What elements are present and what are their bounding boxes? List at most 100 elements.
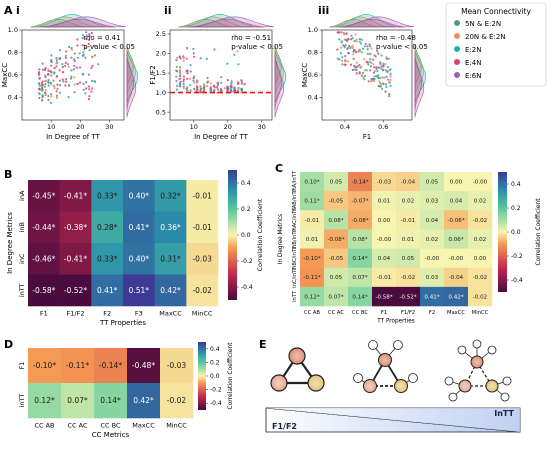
scatter-point [178, 66, 182, 69]
scatter-point [355, 72, 358, 75]
scatter-point [381, 87, 384, 90]
heatmap-cell-value: 0.00 [474, 256, 487, 262]
heatmap-cell-value: -0.01 [192, 223, 212, 232]
legend-item-label: 5N & E:2N [465, 20, 501, 28]
y-axis-label: MaxCC [1, 63, 9, 87]
right-density-curve [274, 57, 285, 118]
scatter-point [236, 50, 239, 53]
scatter-point [178, 78, 181, 81]
scatter-point [55, 57, 58, 60]
scatter-point [185, 69, 188, 72]
scatter-point [366, 48, 369, 51]
scatter-point [389, 75, 392, 78]
scatter-point [84, 46, 88, 49]
scatter-points [37, 31, 100, 104]
scatter-point [352, 53, 355, 56]
panel-letter-d: D [4, 338, 13, 351]
scatter-point [56, 87, 59, 90]
legend-swatch [454, 20, 460, 26]
heatmap-cell [28, 274, 60, 307]
x-tick-label: 30 [105, 123, 113, 131]
heatmap-cell-value: -0.52* [64, 286, 87, 295]
scatter-point [199, 57, 202, 60]
scatter-point [199, 85, 202, 88]
scatter-point [339, 51, 342, 55]
scatter-point [179, 80, 182, 83]
scatter-points [175, 47, 246, 94]
heatmap-cell-value: -0.00 [473, 180, 488, 186]
heatmap-cell [324, 172, 349, 192]
scatter-point [369, 58, 372, 61]
heatmap-cell [420, 286, 445, 307]
scatter-point [372, 58, 375, 61]
heatmap-cell [444, 286, 469, 307]
x-axis-label: CC Metrics [92, 431, 130, 439]
scatter-point [55, 94, 59, 97]
x-tick-label: 30 [258, 123, 266, 131]
scatter-point [37, 71, 41, 74]
scatter-point [76, 44, 79, 47]
colorbar-tick-label: -0.4 [210, 400, 222, 407]
scatter-point [44, 93, 47, 97]
panel-letter-a: A [4, 4, 13, 17]
scatter-point [82, 53, 85, 56]
heatmap-cell [396, 191, 421, 211]
scatter-point [85, 81, 88, 84]
scatter-point [213, 84, 216, 88]
column-label: F3 [135, 310, 143, 318]
scatter-point [97, 63, 100, 66]
scatter-point [360, 65, 363, 69]
heatmap-cell-value: 0.41* [129, 223, 150, 232]
scatter-point [350, 45, 353, 48]
triangle-motif-diagram: F1/F2 InTT [265, 339, 521, 433]
column-label: CC BC [100, 422, 120, 430]
scatter-point [202, 83, 206, 86]
scatter-point [58, 49, 62, 52]
heatmap-cell-value: -0.01 [192, 191, 212, 200]
heatmap-cell-value: -0.38* [64, 223, 87, 232]
scatter-point [387, 57, 390, 60]
scatter-point [360, 74, 363, 77]
heatmap-c: 0.10* 0.05 -0.14* -0.03 -0.04 0.05 0.00 -0.00 0.… [278, 170, 493, 324]
scatter-point [65, 50, 68, 53]
heatmap-cell-value: -0.05 [329, 199, 344, 205]
legend-item-label: E:6N [465, 72, 481, 80]
scatter-point [358, 37, 361, 41]
heatmap-cell [160, 348, 194, 384]
scatter-point [388, 95, 391, 98]
heatmap-cell [396, 267, 421, 288]
scatter-point [380, 65, 383, 68]
scatter-point [182, 59, 185, 62]
plot-frame [169, 29, 273, 121]
heatmap-cell-value: -0.06* [447, 218, 464, 224]
heatmap-cell [94, 348, 128, 384]
scatter-point [56, 75, 59, 78]
panel-letter-e: E [259, 338, 267, 351]
heatmap-cell-value: 0.05 [330, 180, 343, 186]
scatter-point [76, 82, 79, 85]
y-tick-label: 0.6 [8, 71, 18, 79]
right-marginal-density [274, 44, 287, 118]
scatter-point [84, 92, 87, 95]
scatter-point [66, 63, 70, 66]
heatmap-cell [444, 172, 469, 192]
scatter-point [236, 82, 240, 86]
scatter-point [361, 71, 364, 75]
heatmap-cell [61, 383, 95, 419]
scatter-point [73, 91, 76, 94]
scatter-point [338, 38, 341, 41]
heatmap-cell-value: -0.08* [327, 237, 344, 243]
heatmap-cell [300, 248, 325, 269]
row-label: inAB/inTT [292, 188, 298, 213]
scatter-point [47, 81, 50, 84]
scatter-point [38, 96, 41, 100]
scatter-point [43, 85, 46, 88]
scatter-point [382, 68, 385, 71]
scatter-point [82, 82, 85, 86]
p-value-annotation: p-value < 0.05 [376, 43, 428, 51]
scatter-point [209, 89, 212, 92]
heatmap-cell [468, 210, 493, 230]
scatter-point [85, 87, 88, 90]
heatmap-cell [420, 248, 445, 269]
gradient-wedge-upper-fill [266, 408, 520, 432]
